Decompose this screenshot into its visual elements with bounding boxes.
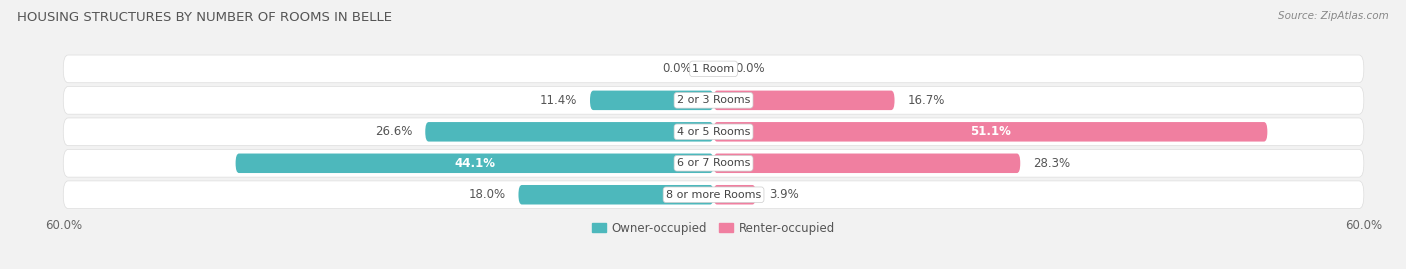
FancyBboxPatch shape [713,154,1021,173]
Legend: Owner-occupied, Renter-occupied: Owner-occupied, Renter-occupied [586,217,841,239]
Text: 1 Room: 1 Room [693,64,734,74]
Text: 51.1%: 51.1% [970,125,1011,138]
FancyBboxPatch shape [63,55,1364,83]
FancyBboxPatch shape [63,118,1364,146]
Text: 0.0%: 0.0% [735,62,765,75]
Text: 11.4%: 11.4% [540,94,576,107]
Text: 3.9%: 3.9% [769,188,799,201]
FancyBboxPatch shape [236,154,713,173]
Text: 2 or 3 Rooms: 2 or 3 Rooms [676,95,751,105]
Text: 0.0%: 0.0% [662,62,692,75]
Text: 28.3%: 28.3% [1033,157,1070,170]
FancyBboxPatch shape [713,91,894,110]
Text: 8 or more Rooms: 8 or more Rooms [666,190,761,200]
Text: 44.1%: 44.1% [454,157,495,170]
FancyBboxPatch shape [713,122,1267,141]
FancyBboxPatch shape [591,91,713,110]
Text: 18.0%: 18.0% [468,188,506,201]
FancyBboxPatch shape [519,185,713,204]
Text: 4 or 5 Rooms: 4 or 5 Rooms [676,127,751,137]
FancyBboxPatch shape [425,122,713,141]
FancyBboxPatch shape [63,181,1364,208]
Text: Source: ZipAtlas.com: Source: ZipAtlas.com [1278,11,1389,21]
FancyBboxPatch shape [63,87,1364,114]
Text: 16.7%: 16.7% [907,94,945,107]
FancyBboxPatch shape [713,185,756,204]
Text: HOUSING STRUCTURES BY NUMBER OF ROOMS IN BELLE: HOUSING STRUCTURES BY NUMBER OF ROOMS IN… [17,11,392,24]
Text: 6 or 7 Rooms: 6 or 7 Rooms [676,158,751,168]
FancyBboxPatch shape [63,150,1364,177]
Text: 26.6%: 26.6% [375,125,412,138]
